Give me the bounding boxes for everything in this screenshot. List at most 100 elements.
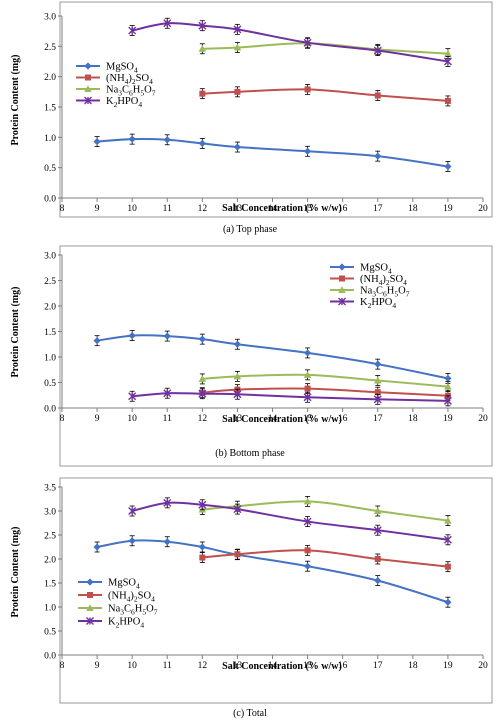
y-tick-label: 0.5: [44, 379, 56, 389]
series-line: [131, 22, 449, 63]
x-tick-label: 18: [408, 414, 418, 424]
data-point: [199, 554, 206, 561]
legend-marker: [86, 604, 94, 611]
legend-text-part: HPO: [371, 297, 392, 308]
y-tick-label: 2.5: [44, 43, 56, 53]
x-tick-label: 16: [338, 661, 348, 671]
legend-subscript: 2: [114, 100, 118, 109]
legend-subscript: 2: [386, 278, 390, 287]
chart-panel: 8 9 10 11 12 13 14 15 16 17 18 19 20 0.0 0.5 1.0 1.5 2.0 2…: [10, 1, 493, 235]
y-tick-label: 1.5: [44, 328, 56, 338]
legend-text-part: O: [398, 286, 406, 297]
legend-text-part: C: [122, 85, 129, 96]
legend-marker: [338, 286, 346, 293]
series-line: [97, 138, 449, 168]
x-tick-label: 12: [198, 661, 208, 671]
legend-label: (NH4)2SO4: [108, 591, 155, 604]
legend-text-part: Na: [108, 604, 121, 615]
legend-subscript: 4: [140, 621, 144, 630]
x-tick-label: 15: [303, 661, 313, 671]
legend-subscript: 4: [134, 66, 138, 75]
data-point: [444, 598, 452, 606]
legend-text-part: ): [382, 274, 386, 285]
legend-subscript: 2: [132, 77, 136, 86]
x-tick-label: 11: [163, 414, 172, 424]
data-point: [234, 551, 241, 558]
x-tick-label: 14: [268, 661, 278, 671]
legend-text-part: MgSO: [108, 578, 136, 589]
legend-text-part: Na: [360, 286, 373, 297]
legend-text-part: ): [128, 73, 132, 84]
data-point: [444, 97, 451, 104]
legend-text-part: (NH: [360, 274, 379, 285]
x-tick-label: 12: [198, 204, 208, 214]
chart-frame: [59, 1, 493, 218]
legend-subscript: 7: [152, 89, 156, 98]
legend-marker: [84, 96, 92, 105]
y-tick-label: 2.0: [44, 73, 56, 83]
y-axis-title: Protein Content (mg): [10, 55, 21, 146]
data-point: [233, 143, 242, 151]
x-axis-title: Salt Concentration (% w/w): [222, 203, 342, 214]
panel-caption: (b) Bottom phase: [215, 448, 285, 459]
y-axis-title: Protein Content (mg): [10, 527, 21, 618]
x-tick-label: 13: [233, 414, 243, 424]
legend-label: MgSO4: [360, 263, 392, 276]
x-tick-label: 11: [163, 661, 172, 671]
x-tick-label: 9: [95, 661, 100, 671]
data-point: [373, 395, 382, 404]
data-point: [374, 389, 381, 396]
data-point: [303, 393, 312, 402]
data-point: [198, 139, 206, 147]
data-point: [444, 374, 452, 383]
data-point: [374, 577, 382, 585]
legend-text-part: SO: [136, 73, 150, 84]
x-tick-label: 9: [95, 204, 100, 214]
chart-frame: [59, 245, 493, 467]
legend-text-part: H: [133, 85, 141, 96]
x-tick-label: 18: [408, 661, 418, 671]
x-tick-label: 19: [443, 204, 453, 214]
legend-subscript: 6: [131, 608, 135, 617]
panel-caption: (a) Top phase: [223, 224, 278, 235]
data-point: [443, 396, 452, 405]
legend-subscript: 2: [116, 621, 120, 630]
data-point: [198, 375, 207, 382]
y-tick-label: 0.0: [44, 652, 56, 662]
series-3: [128, 497, 452, 546]
data-point: [163, 19, 172, 28]
x-tick-label: 12: [198, 414, 208, 424]
data-point: [303, 371, 312, 378]
x-tick-label: 16: [338, 414, 348, 424]
data-point: [373, 507, 382, 514]
legend-subscript: 4: [392, 301, 396, 310]
data-point: [233, 390, 242, 399]
data-point: [444, 563, 451, 570]
data-point: [304, 385, 311, 392]
legend-label: Na3C6H5O7: [106, 85, 156, 98]
x-tick-label: 9: [95, 414, 100, 424]
data-point: [233, 372, 242, 380]
legend-text-part: K: [360, 297, 368, 308]
y-tick-label: 1.5: [44, 580, 56, 590]
x-tick-label: 17: [373, 204, 383, 214]
data-point: [163, 498, 172, 507]
y-tick-label: 1.5: [44, 104, 56, 114]
series-2: [198, 495, 452, 526]
y-tick-label: 2.5: [44, 277, 56, 287]
data-point: [198, 543, 206, 551]
data-point: [198, 335, 206, 343]
legend-marker: [338, 263, 346, 271]
data-point: [303, 147, 312, 155]
legend-subscript: 4: [127, 595, 131, 604]
data-point: [198, 44, 207, 52]
legend-text-part: Na: [106, 85, 119, 96]
x-tick-label: 18: [408, 204, 418, 214]
y-tick-label: 1.0: [44, 604, 56, 614]
series-1: [199, 544, 451, 573]
x-tick-label: 20: [478, 414, 488, 424]
legend-text-part: HPO: [119, 617, 140, 628]
legend-subscript: 4: [138, 100, 142, 109]
legend-marker: [84, 62, 92, 70]
legend-subscript: 4: [125, 77, 129, 86]
